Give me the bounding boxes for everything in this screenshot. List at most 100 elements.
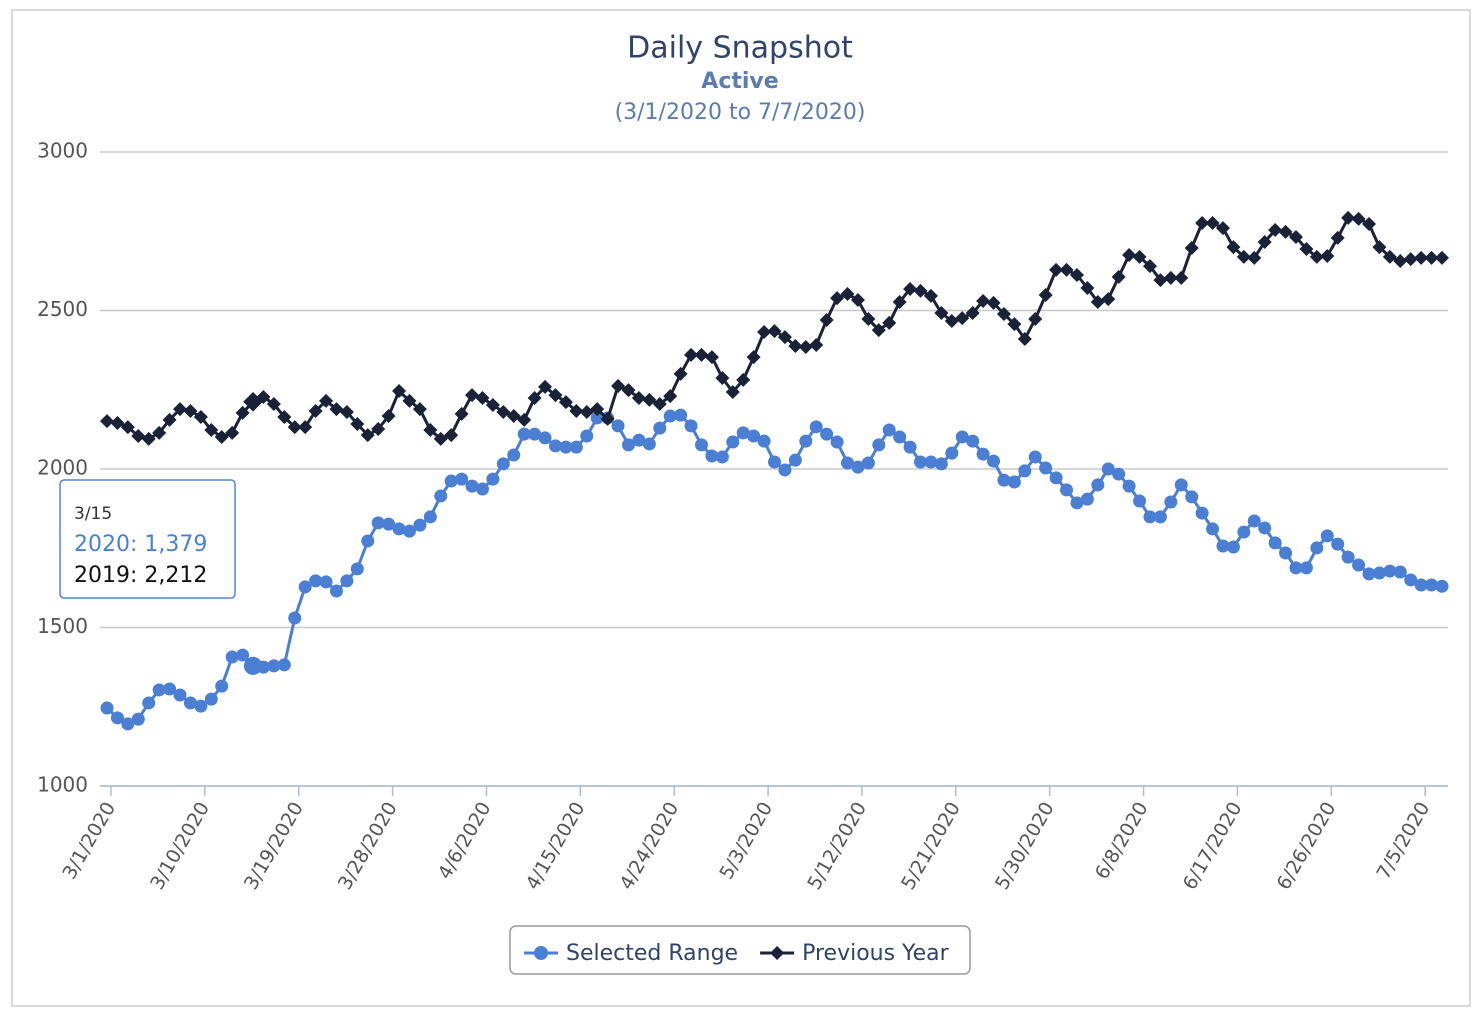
series-marker xyxy=(768,455,781,469)
series-marker xyxy=(965,306,980,321)
series-marker xyxy=(1133,494,1147,508)
series-marker xyxy=(746,350,761,365)
series-marker xyxy=(538,379,553,394)
series-marker xyxy=(569,403,584,418)
series-marker xyxy=(1205,216,1220,231)
series-marker xyxy=(1101,462,1115,476)
series-marker xyxy=(1060,483,1074,497)
series-marker xyxy=(329,402,344,417)
series-marker xyxy=(1039,461,1053,475)
series-marker xyxy=(893,430,907,444)
series-marker xyxy=(267,659,281,673)
series-marker xyxy=(1164,495,1178,509)
series-marker xyxy=(402,524,416,538)
series-marker xyxy=(569,440,583,454)
series-marker xyxy=(1310,541,1324,555)
series-marker xyxy=(350,416,365,431)
y-tick-label: 3000 xyxy=(37,139,88,163)
series-marker xyxy=(1017,332,1032,347)
series-marker xyxy=(799,434,813,448)
series-marker xyxy=(152,425,167,440)
series-marker xyxy=(183,403,198,418)
series-marker xyxy=(486,472,500,486)
series-marker xyxy=(266,397,281,412)
series-marker xyxy=(1362,567,1376,581)
series-marker xyxy=(558,395,573,410)
series-marker xyxy=(110,416,125,431)
series-marker xyxy=(256,660,270,674)
series-marker xyxy=(820,427,834,441)
series-marker xyxy=(621,383,636,398)
series-marker xyxy=(163,682,177,696)
series-marker xyxy=(298,420,313,435)
series-marker xyxy=(903,440,917,454)
series-marker xyxy=(465,388,480,403)
series-marker xyxy=(120,420,135,435)
series-marker xyxy=(1163,270,1178,285)
series-marker xyxy=(757,325,772,340)
series-marker xyxy=(277,658,291,672)
series-marker xyxy=(517,412,532,427)
series-marker xyxy=(559,440,573,454)
series-marker xyxy=(100,414,114,429)
series-marker xyxy=(444,474,458,488)
series-marker xyxy=(131,712,145,726)
series-marker xyxy=(1195,506,1209,520)
series-marker xyxy=(193,410,208,425)
tooltip-line: 2019: 2,212 xyxy=(74,563,207,588)
series-marker xyxy=(934,457,948,471)
series-marker xyxy=(548,388,563,403)
series-marker xyxy=(997,473,1011,487)
series-marker xyxy=(1049,262,1064,277)
series-marker xyxy=(214,429,229,444)
series-marker xyxy=(798,339,813,354)
series-marker xyxy=(611,378,626,393)
series-marker xyxy=(402,393,417,408)
legend-label: Previous Year xyxy=(802,941,950,966)
series-marker xyxy=(1028,450,1042,464)
series-marker xyxy=(423,510,437,524)
series-marker xyxy=(590,411,604,425)
series-marker xyxy=(715,371,730,386)
series-marker xyxy=(788,453,802,467)
y-tick-label: 2000 xyxy=(37,456,88,480)
series-marker xyxy=(465,479,479,493)
series-marker xyxy=(1195,216,1210,231)
series-marker xyxy=(1278,224,1293,239)
series-marker xyxy=(506,409,521,424)
series-marker xyxy=(319,575,333,589)
series-marker xyxy=(1142,259,1157,274)
series-marker xyxy=(131,429,146,444)
series-marker xyxy=(726,435,740,449)
series-marker xyxy=(308,403,323,418)
chart-frame xyxy=(11,9,1471,1007)
series-marker xyxy=(1299,561,1313,575)
series-marker xyxy=(1101,292,1116,307)
series-marker xyxy=(162,412,177,427)
series-marker xyxy=(684,419,698,433)
series-marker xyxy=(1226,240,1241,255)
series-marker xyxy=(1236,249,1251,264)
series-marker xyxy=(934,306,949,321)
series-marker xyxy=(1299,242,1314,257)
series-marker xyxy=(444,428,459,443)
series-marker xyxy=(1122,248,1137,263)
series-marker xyxy=(507,448,521,462)
series-marker xyxy=(757,434,771,448)
series-marker xyxy=(548,439,562,453)
series-marker xyxy=(1237,525,1251,539)
series-marker xyxy=(652,397,667,412)
series-marker xyxy=(225,650,239,664)
series-marker xyxy=(1143,510,1157,524)
series-marker xyxy=(173,402,188,417)
series-marker xyxy=(1403,252,1418,267)
series-marker xyxy=(1070,496,1084,510)
series-marker xyxy=(736,426,750,440)
series-marker xyxy=(642,437,656,451)
chart-subtitle: Active xyxy=(701,69,778,94)
date-range: (3/1/2020 to 7/7/2020) xyxy=(615,100,866,125)
series-marker xyxy=(600,411,615,426)
series-marker xyxy=(777,330,792,345)
series-marker xyxy=(1080,280,1095,295)
series-marker xyxy=(235,405,250,420)
